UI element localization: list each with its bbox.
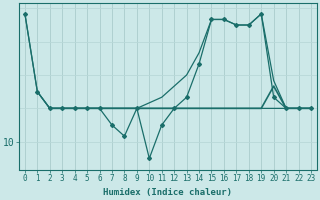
X-axis label: Humidex (Indice chaleur): Humidex (Indice chaleur) — [103, 188, 232, 197]
